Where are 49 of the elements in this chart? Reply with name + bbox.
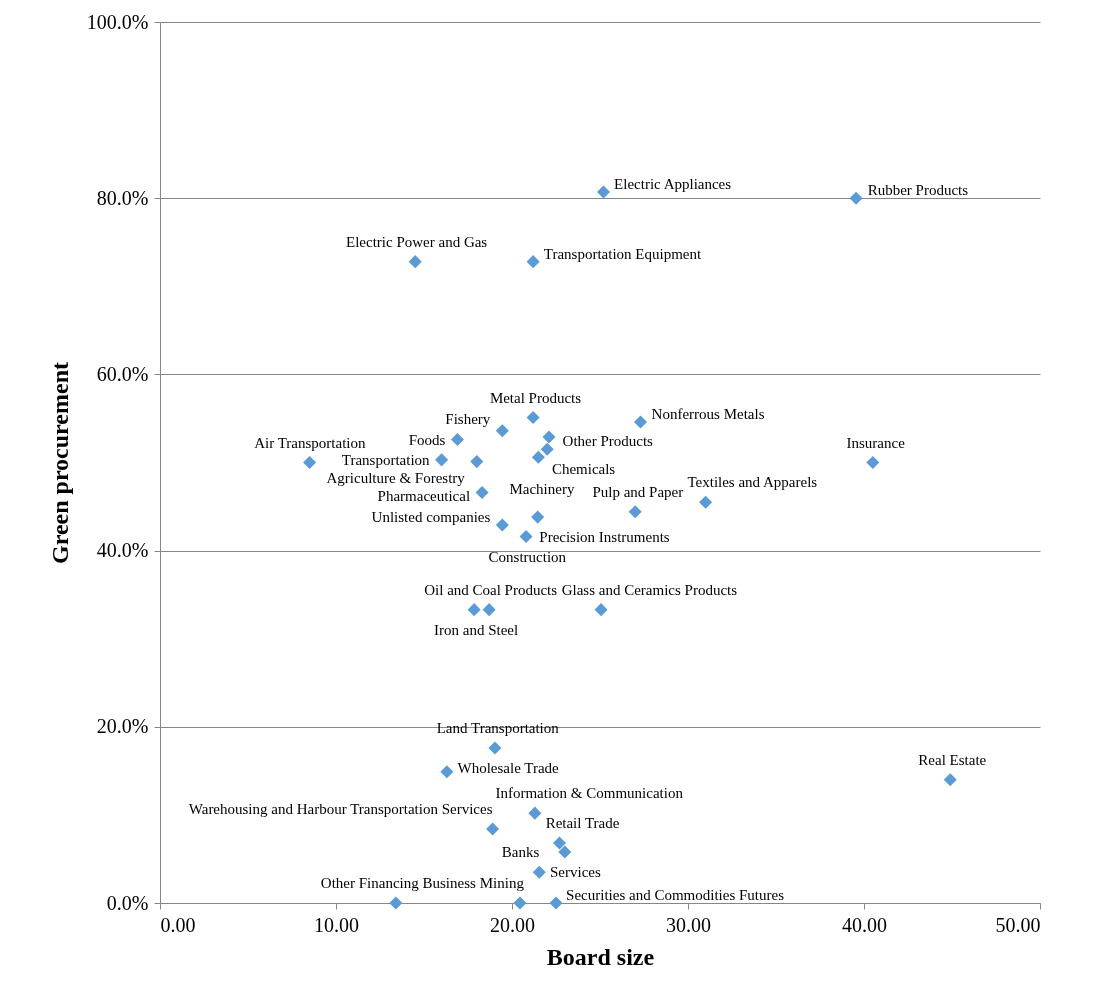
annotation: Transportation xyxy=(341,451,431,468)
annotation: Construction xyxy=(488,548,567,565)
y-tick-label: 60.0% xyxy=(96,362,149,385)
annotation: Retail Trade xyxy=(545,815,620,832)
annotation: Mining xyxy=(479,875,525,891)
annotation: Other Financing Business xyxy=(320,875,476,891)
y-tick-label: 0.0% xyxy=(106,891,149,914)
annotation: Unlisted companies xyxy=(371,509,491,526)
annotation: Real Estate xyxy=(918,751,987,768)
annotation: Precision Instruments xyxy=(539,529,670,546)
annotation: Chemicals xyxy=(551,461,616,478)
annotation: Pharmaceutical xyxy=(377,488,471,505)
annotation: Land Transportation xyxy=(436,719,560,736)
annotation: Warehousing and Harbour Transportation Services xyxy=(188,801,493,817)
y-tick-label: 80.0% xyxy=(96,186,149,209)
annotation: Oil and Coal Products xyxy=(424,581,558,598)
x-tick-label: 10.00 xyxy=(314,913,359,936)
annotation: Air Transportation xyxy=(254,434,366,451)
annotation: Textiles and Apparels xyxy=(687,474,818,491)
annotation: Information & Communication xyxy=(495,785,684,802)
annotation: Electric Appliances xyxy=(614,176,732,193)
annotation: Machinery xyxy=(509,481,575,498)
y-tick-label: 100.0% xyxy=(86,10,149,33)
annotation: Metal Products xyxy=(489,389,582,406)
annotation: Securities and Commodities Futures xyxy=(566,887,785,903)
y-axis-title: Green procurement xyxy=(46,362,73,564)
annotation: Banks xyxy=(501,844,540,861)
x-tick-label: 30.00 xyxy=(666,913,711,936)
annotation: Electric Power and Gas xyxy=(346,233,488,250)
annotation: Rubber Products xyxy=(867,182,969,199)
annotation: Fishery xyxy=(445,410,491,427)
annotation: Insurance xyxy=(846,434,906,451)
x-tick-label: 50.00 xyxy=(995,913,1041,936)
annotation: Pulp and Paper xyxy=(592,483,684,500)
annotation: Wholesale Trade xyxy=(457,759,560,776)
annotation: Transportation Equipment xyxy=(543,245,702,262)
x-axis-title: Board size xyxy=(546,943,655,970)
x-tick-label: 40.00 xyxy=(842,913,887,936)
annotation: Iron and Steel xyxy=(434,621,519,638)
annotation: Foods xyxy=(408,431,446,448)
annotation: Glass and Ceramics Products xyxy=(561,581,738,598)
annotation: Agriculture & Forestry xyxy=(326,469,466,486)
x-tick-label: 20.00 xyxy=(490,913,535,936)
y-tick-label: 40.0% xyxy=(96,539,149,562)
annotation: Other Products xyxy=(562,432,654,449)
x-tick-label: 0.00 xyxy=(160,913,196,936)
annotation: Services xyxy=(549,863,601,880)
annotation: Nonferrous Metals xyxy=(651,405,765,422)
y-tick-label: 20.0% xyxy=(96,715,149,738)
